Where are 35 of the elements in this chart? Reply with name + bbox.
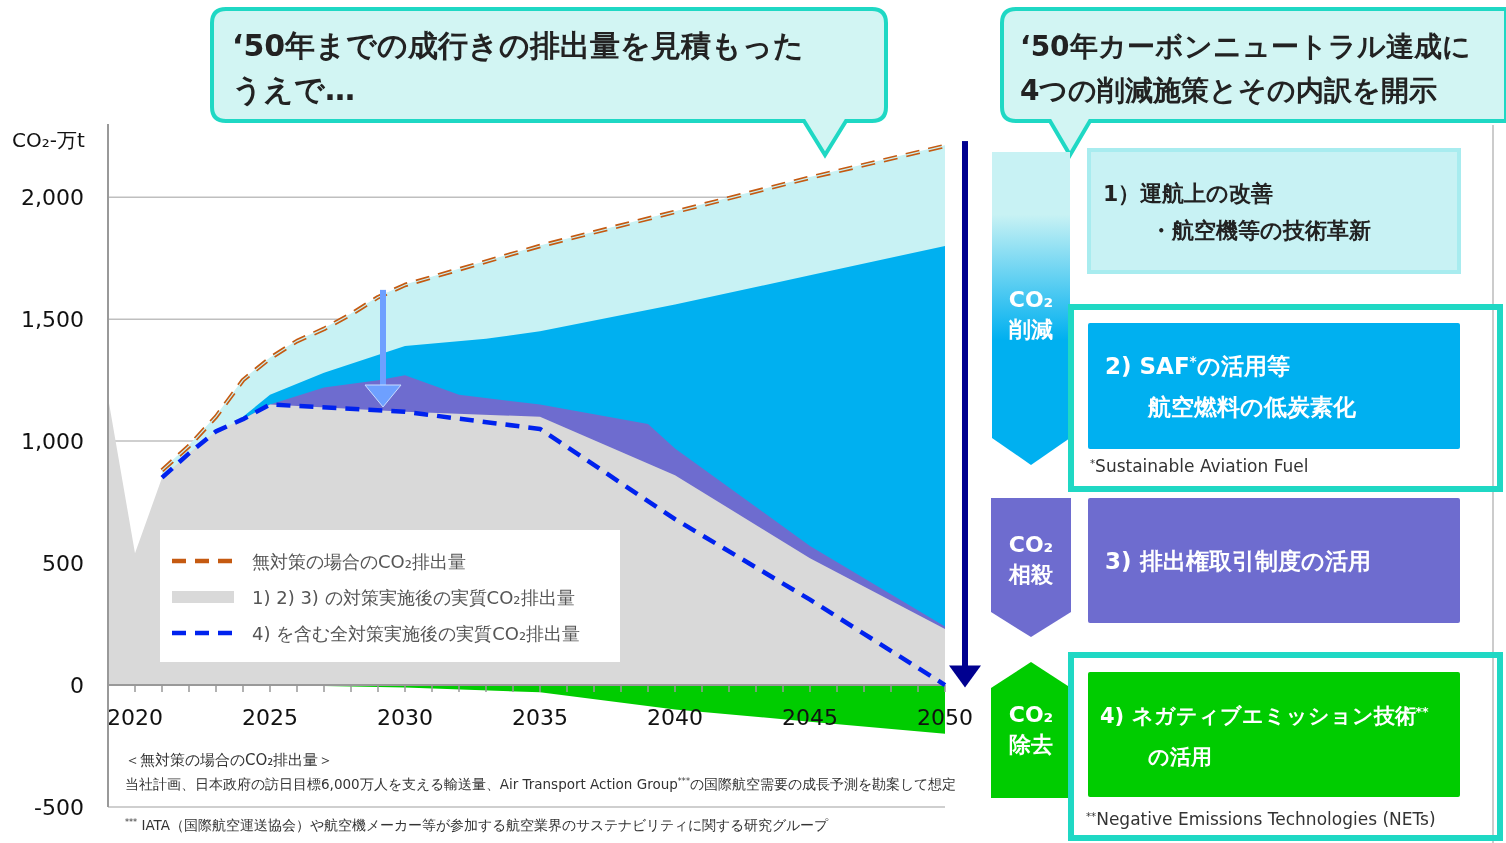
text: ‘50年までの成行きの排出量を見積もった: [232, 28, 805, 63]
x-tick-label: 2050: [917, 705, 973, 731]
x-tick-label: 2035: [512, 705, 568, 731]
text: CO₂ 削減: [1008, 287, 1054, 342]
y-tick-label: 500: [42, 551, 84, 577]
y-axis-title: CO₂-万t: [12, 128, 85, 152]
text: $^{***}$ IATA（国際航空運送協会）や航空機メーカー等が参加する航空業界のサステナビリティに関する研究グループ: [125, 817, 830, 833]
text: ・航空機等の技術革新: [1150, 218, 1371, 243]
y-tick-label: 1,000: [21, 429, 84, 455]
y-tick-label: -500: [34, 795, 84, 820]
text: 4つの削減施策とその内訳を開示: [1020, 74, 1438, 107]
text: 1）運航上の改善: [1103, 181, 1274, 206]
legend-label: 無対策の場合のCO₂排出量: [252, 551, 466, 572]
annotation: 当社計画、日本政府の訪日目標6,000万人を支える輸送量、Air Transport Action Group$^{***}$の国際航空需要の成長予測を勘案して想定: [125, 776, 956, 792]
text: $^{**}$Negative Emissions Technologies (NETs): [1086, 809, 1436, 829]
text: CO₂ 除去: [1008, 702, 1054, 757]
text: 航空燃料の低炭素化: [1147, 394, 1357, 420]
text: 2) SAF$^{*}$の活用等: [1105, 353, 1290, 379]
text: ‘50年カーボンニュートラル達成に: [1020, 30, 1471, 63]
x-tick-label: 2040: [647, 705, 703, 731]
legend-label: 4) を含む全対策実施後の実質CO₂排出量: [252, 623, 581, 644]
text: 3) 排出権取引制度の活用: [1105, 548, 1371, 574]
x-tick-label: 2020: [107, 705, 163, 731]
y-tick-label: 0: [70, 673, 84, 699]
text: の活用: [1148, 745, 1212, 769]
annotation: ＜無対策の場合のCO₂排出量＞: [125, 751, 334, 769]
text: うえで…: [232, 72, 355, 107]
x-tick-label: 2030: [377, 705, 433, 731]
text: CO₂ 相殺: [1008, 532, 1054, 587]
text: 4) ネガティブエミッション技術$^{**}$: [1100, 703, 1430, 728]
y-tick-label: 1,500: [21, 307, 84, 333]
text: $^{*}$Sustainable Aviation Fuel: [1090, 456, 1309, 476]
legend-label: 1) 2) 3) の対策実施後の実質CO₂排出量: [252, 587, 575, 608]
y-tick-label: 2,000: [21, 185, 84, 211]
x-tick-label: 2025: [242, 705, 298, 731]
